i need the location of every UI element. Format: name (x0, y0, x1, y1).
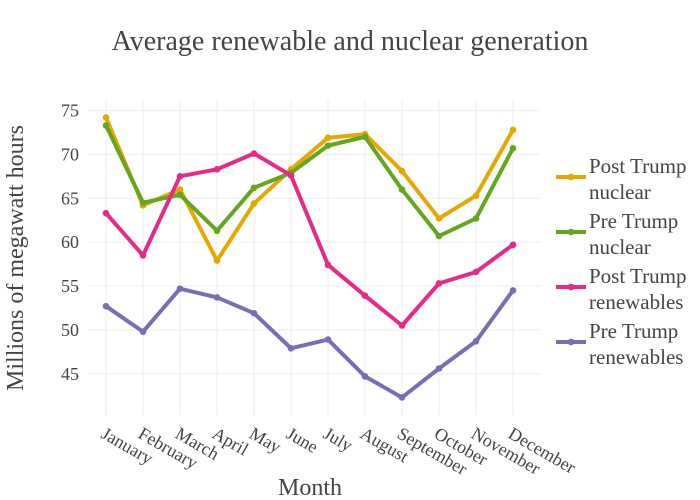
y-tick-label: 75 (61, 101, 79, 121)
data-point (139, 199, 147, 206)
y-tick-label: 65 (61, 188, 79, 208)
data-point (472, 268, 480, 276)
legend-label: renewables (589, 345, 683, 369)
data-point (139, 252, 147, 259)
y-tick-label: 70 (61, 144, 79, 164)
y-tick-label: 60 (61, 232, 79, 252)
y-tick-label: 50 (61, 320, 79, 340)
series-line (104, 286, 515, 400)
x-tick-label: June (283, 423, 322, 457)
data-point (361, 373, 369, 380)
data-point (435, 365, 443, 372)
data-point (435, 232, 443, 240)
data-point (213, 294, 221, 301)
data-point (250, 184, 258, 192)
data-point (102, 209, 110, 217)
data-point (213, 166, 221, 173)
legend-label: renewables (589, 290, 683, 314)
legend-marker (567, 173, 575, 181)
data-point (472, 215, 480, 222)
series-line (104, 115, 515, 263)
series-post-trump-nuclear (102, 114, 517, 264)
data-point (213, 257, 221, 264)
data-point (435, 280, 443, 287)
data-point (324, 142, 332, 149)
legend-marker (567, 228, 575, 236)
data-point (435, 215, 443, 222)
data-point (139, 328, 147, 335)
legend-label: Post Trump (589, 264, 686, 288)
series-pre-trump-renewables (102, 285, 517, 401)
data-point (398, 167, 406, 175)
data-point (102, 114, 110, 121)
data-point (398, 322, 406, 329)
legend-label: Post Trump (589, 154, 686, 178)
legend-label: Pre Trump (589, 209, 678, 233)
y-tick-label: 45 (61, 364, 79, 384)
data-point (398, 186, 406, 193)
data-point (102, 122, 110, 129)
data-point (176, 285, 184, 292)
x-tick-label: May (246, 423, 285, 457)
y-axis-ticks: 45 50 55 60 65 70 75 (61, 101, 79, 384)
y-tick-label: 55 (61, 276, 79, 296)
data-point (250, 309, 258, 317)
series-line (104, 151, 515, 328)
data-point (213, 227, 221, 235)
data-point (324, 336, 332, 343)
chart-title: Average renewable and nuclear generation (112, 26, 589, 57)
legend-label: Pre Trump (589, 319, 678, 343)
data-point (102, 302, 110, 310)
y-axis-title: Millions of megawatt hours (3, 125, 29, 391)
x-axis-title: Month (278, 475, 342, 500)
legend-label: nuclear (589, 180, 651, 204)
data-point (509, 144, 517, 152)
data-point (361, 133, 369, 141)
x-tick-label: July (320, 423, 356, 455)
data-point (250, 200, 258, 207)
data-point (176, 186, 184, 193)
data-point (324, 134, 332, 142)
data-point (509, 287, 517, 294)
data-point (324, 261, 332, 269)
series-lines (102, 114, 517, 401)
data-point (287, 172, 295, 179)
data-point (509, 126, 517, 134)
data-point (472, 192, 480, 199)
data-point (176, 191, 184, 199)
legend-label: nuclear (589, 235, 651, 259)
data-point (287, 345, 295, 352)
data-point (509, 241, 517, 249)
legend-marker (567, 283, 575, 291)
data-point (176, 173, 184, 180)
data-point (398, 394, 406, 401)
series-line (104, 123, 515, 239)
legend-marker (567, 338, 575, 346)
data-point (250, 150, 258, 157)
data-point (361, 292, 369, 299)
series-post-trump-renewables (102, 150, 517, 329)
data-point (472, 337, 480, 345)
series-pre-trump-nuclear (102, 122, 517, 240)
